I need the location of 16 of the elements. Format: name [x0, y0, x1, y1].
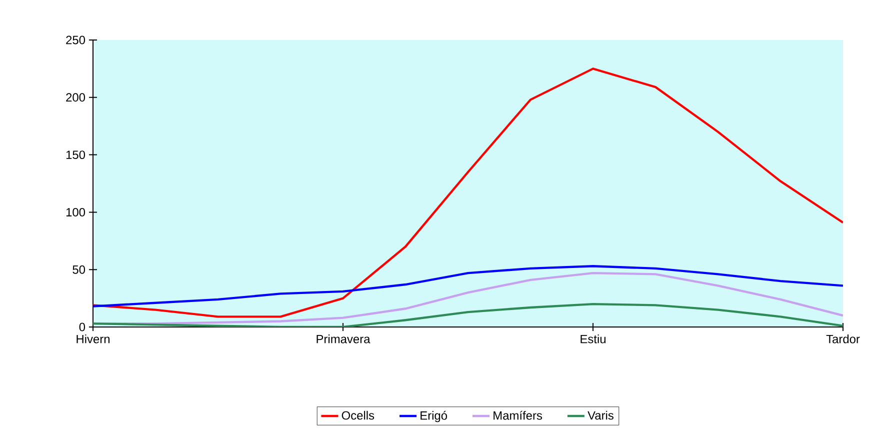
- y-tick-label: 100: [66, 208, 86, 216]
- x-tick-label: Estiu: [580, 334, 606, 344]
- line-series: [93, 68, 844, 318]
- legend-label: Ocells: [342, 410, 374, 420]
- y-tick-label: 250: [66, 36, 86, 44]
- x-tick-label: Primavera: [316, 334, 370, 344]
- line-series: [93, 265, 844, 308]
- legend-label: Varis: [588, 410, 614, 420]
- legend-label: Mamífers: [494, 410, 542, 420]
- y-tick-label: 150: [66, 150, 86, 160]
- y-tick-label: 0: [79, 322, 86, 332]
- x-tick-label: Tardor: [826, 334, 860, 344]
- x-tick-label: Hivern: [76, 334, 110, 344]
- y-tick-label: 200: [66, 93, 86, 102]
- legend-label: Erigó: [420, 410, 448, 422]
- y-tick-label: 50: [72, 265, 86, 274]
